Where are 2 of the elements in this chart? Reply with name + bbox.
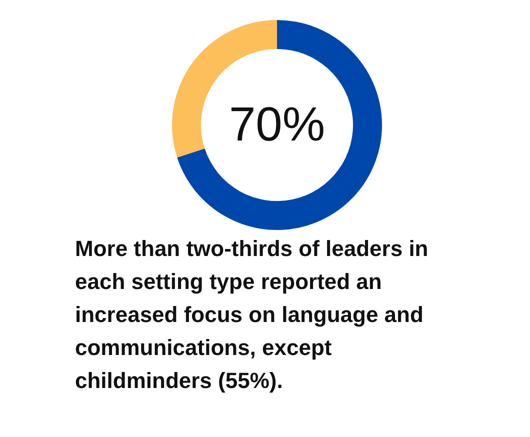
data-label: 70% — [228, 98, 326, 152]
text: More than two-thirds of leaders in each setting type reported an increased focus on language and communications, except childminders (55%). — [75, 236, 434, 393]
